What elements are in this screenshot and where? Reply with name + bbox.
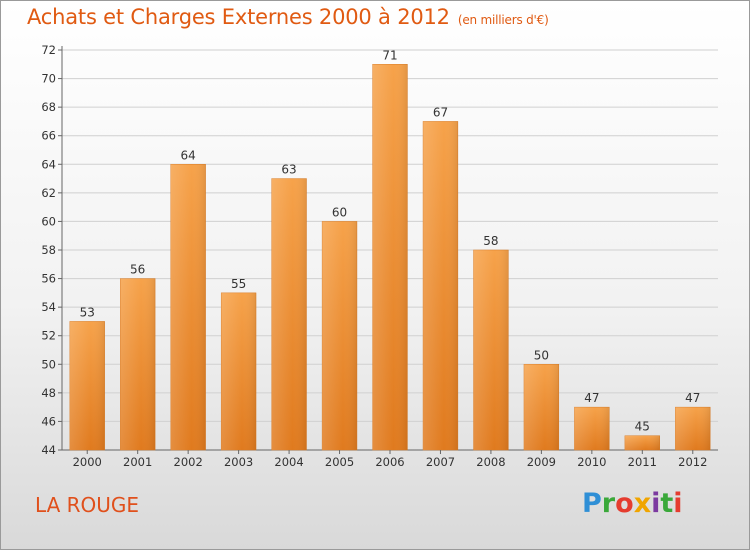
- bar-shine: [423, 121, 458, 450]
- x-tick-label: 2003: [224, 455, 253, 469]
- data-label: 47: [685, 391, 700, 405]
- y-tick-label: 52: [41, 329, 56, 343]
- data-label: 50: [534, 348, 549, 362]
- y-tick-label: 64: [41, 157, 56, 171]
- bar-shine: [120, 278, 156, 450]
- y-tick-label: 46: [41, 414, 56, 428]
- bar-shine: [170, 164, 206, 451]
- data-label: 64: [181, 148, 196, 162]
- proxiti-logo: Proxiti: [582, 488, 683, 519]
- y-tick-label: 72: [41, 43, 56, 57]
- x-tick-label: 2007: [426, 455, 455, 469]
- y-tick-label: 56: [41, 272, 56, 286]
- y-tick-label: 70: [41, 72, 56, 86]
- x-tick-label: 2010: [577, 455, 606, 469]
- data-label: 71: [382, 48, 397, 62]
- y-tick-label: 48: [41, 386, 56, 400]
- y-tick-label: 50: [41, 357, 56, 371]
- bar-shine: [624, 435, 660, 450]
- x-tick-label: 2008: [476, 455, 505, 469]
- title-text: Achats et Charges Externes 2000 à 2012: [27, 5, 450, 29]
- y-tick-label: 54: [41, 300, 56, 314]
- x-tick-label: 2004: [274, 455, 303, 469]
- data-label: 60: [332, 205, 347, 219]
- bar-shine: [473, 250, 509, 450]
- data-label: 55: [231, 277, 246, 291]
- data-label: 67: [433, 105, 448, 119]
- bar-shine: [271, 178, 307, 451]
- y-tick-label: 62: [41, 186, 56, 200]
- data-label: 56: [130, 263, 145, 277]
- x-tick-label: 2002: [174, 455, 203, 469]
- y-tick-label: 66: [41, 129, 56, 143]
- data-label: 45: [635, 420, 650, 434]
- bar-shine: [574, 407, 610, 450]
- x-tick-label: 2000: [73, 455, 102, 469]
- x-tick-label: 2009: [527, 455, 556, 469]
- data-label: 53: [80, 305, 95, 319]
- bar-shine: [675, 407, 711, 450]
- data-label: 63: [281, 163, 296, 177]
- x-tick-label: 2001: [123, 455, 152, 469]
- commune-name: LA ROUGE: [35, 493, 140, 517]
- data-label: 58: [483, 234, 498, 248]
- y-tick-label: 60: [41, 214, 56, 228]
- bar-shine: [523, 364, 559, 450]
- bar-shine: [372, 64, 408, 451]
- x-tick-label: 2012: [678, 455, 707, 469]
- x-tick-label: 2005: [325, 455, 354, 469]
- x-tick-label: 2011: [628, 455, 657, 469]
- chart-title: Achats et Charges Externes 2000 à 2012 (e…: [27, 5, 549, 29]
- bar-shine: [69, 321, 105, 450]
- y-tick-label: 68: [41, 100, 56, 114]
- unit-label: (en milliers d'€): [457, 13, 549, 27]
- y-tick-label: 44: [41, 443, 56, 457]
- bar-shine: [221, 292, 257, 450]
- y-tick-label: 58: [41, 243, 56, 257]
- data-label: 47: [584, 391, 599, 405]
- bar-shine: [322, 221, 357, 450]
- x-tick-label: 2006: [375, 455, 404, 469]
